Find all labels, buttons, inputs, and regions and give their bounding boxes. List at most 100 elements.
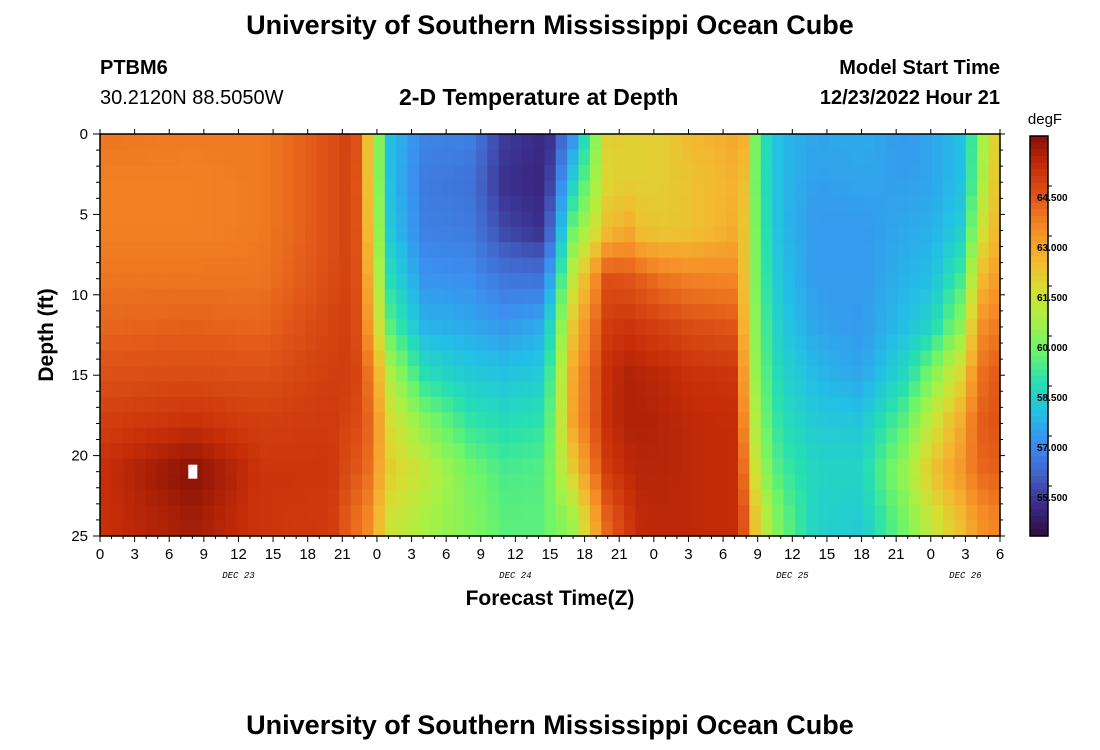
heatmap-cell (601, 335, 614, 352)
heatmap-cell (783, 304, 796, 321)
colorbar-tick-label: 61.500 (1037, 293, 1068, 304)
colorbar-segment (1030, 456, 1048, 464)
heatmap-cell (988, 505, 1001, 522)
heatmap-cell (373, 350, 386, 367)
heatmap-cell (806, 149, 819, 166)
heatmap-cell (977, 412, 990, 429)
heatmap-cell (111, 350, 124, 367)
heatmap-cell (589, 335, 602, 352)
heatmap-cell (453, 365, 466, 382)
x-tick-label: 21 (888, 546, 905, 563)
heatmap-cell (760, 458, 773, 475)
heatmap-cell (350, 164, 363, 181)
heatmap-cell (635, 134, 648, 151)
heatmap-cell (863, 164, 876, 181)
heatmap-cell (407, 180, 420, 197)
heatmap-cell (988, 443, 1001, 460)
heatmap-cell (282, 164, 295, 181)
heatmap-cell (362, 505, 375, 522)
heatmap-cell (464, 134, 477, 151)
heatmap-cell (498, 396, 511, 413)
heatmap-cell (943, 412, 956, 429)
heatmap-cell (134, 242, 147, 259)
heatmap-cell (703, 257, 716, 274)
heatmap-cell (920, 319, 933, 336)
heatmap-cell (327, 134, 340, 151)
heatmap-cell (851, 350, 864, 367)
heatmap-cell (316, 381, 329, 398)
heatmap-cell (555, 195, 568, 212)
heatmap-cell (726, 242, 739, 259)
heatmap-cell (248, 304, 261, 321)
colorbar-segment (1030, 382, 1048, 390)
heatmap-cell (840, 273, 853, 290)
heatmap-cell (202, 164, 215, 181)
heatmap-cell (658, 396, 671, 413)
heatmap-cell (794, 273, 807, 290)
heatmap-cell (920, 180, 933, 197)
heatmap-cell (282, 427, 295, 444)
heatmap-cell (977, 396, 990, 413)
heatmap-cell (874, 134, 887, 151)
heatmap-cell (783, 474, 796, 491)
heatmap-cell (202, 273, 215, 290)
missing-data-markers (188, 464, 198, 479)
heatmap-cell (259, 381, 272, 398)
heatmap-cell (316, 412, 329, 429)
heatmap-cell (441, 134, 454, 151)
heatmap-cell (475, 443, 488, 460)
heatmap-cell (100, 319, 112, 336)
colorbar-segment (1030, 416, 1048, 424)
heatmap-cell (407, 427, 420, 444)
heatmap-cell (601, 443, 614, 460)
heatmap-cell (988, 195, 1001, 212)
heatmap-cell (726, 505, 739, 522)
heatmap-cell (669, 520, 682, 537)
heatmap-cell (236, 134, 249, 151)
heatmap-cell (783, 335, 796, 352)
heatmap-cell (202, 288, 215, 305)
heatmap-cell (840, 257, 853, 274)
heatmap-cell (658, 412, 671, 429)
heatmap-cell (624, 164, 637, 181)
heatmap-cell (726, 474, 739, 491)
heatmap-cell (373, 242, 386, 259)
heatmap-cell (829, 134, 842, 151)
heatmap-cell (464, 288, 477, 305)
heatmap-cell (475, 257, 488, 274)
heatmap-cell (612, 489, 625, 506)
heatmap-cell (817, 195, 830, 212)
heatmap-cell (658, 273, 671, 290)
heatmap-cell (464, 304, 477, 321)
heatmap-cell (555, 520, 568, 537)
heatmap-cell (248, 149, 261, 166)
heatmap-cell (316, 288, 329, 305)
heatmap-cell (737, 242, 750, 259)
heatmap-cell (703, 474, 716, 491)
heatmap-cell (145, 195, 158, 212)
heatmap-cell (498, 381, 511, 398)
heatmap-cell (874, 443, 887, 460)
heatmap-cell (635, 304, 648, 321)
heatmap-cell (510, 505, 523, 522)
heatmap-cell (282, 335, 295, 352)
heatmap-cell (886, 134, 899, 151)
heatmap-cell (236, 474, 249, 491)
heatmap-cell (441, 427, 454, 444)
heatmap-cell (624, 412, 637, 429)
heatmap-cell (362, 273, 375, 290)
heatmap-cell (817, 134, 830, 151)
heatmap-cell (384, 427, 397, 444)
heatmap-cell (886, 164, 899, 181)
date-label: DEC 23 (222, 571, 255, 581)
heatmap-cell (920, 474, 933, 491)
heatmap-cell (931, 242, 944, 259)
heatmap-cell (715, 381, 728, 398)
heatmap-cell (373, 149, 386, 166)
heatmap-cell (840, 304, 853, 321)
heatmap-cell (658, 134, 671, 151)
heatmap-cell (851, 149, 864, 166)
heatmap-cell (339, 149, 352, 166)
heatmap-cell (305, 149, 318, 166)
heatmap-cell (259, 335, 272, 352)
